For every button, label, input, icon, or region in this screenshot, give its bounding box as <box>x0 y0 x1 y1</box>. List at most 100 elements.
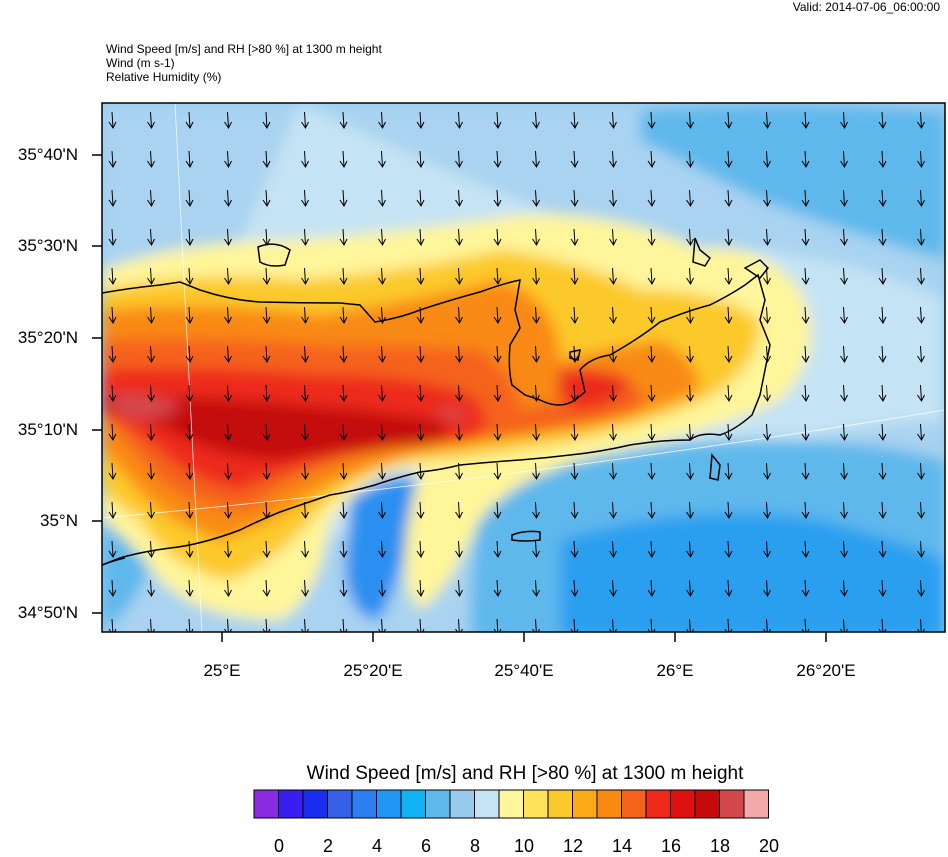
wind-arrow <box>108 306 117 324</box>
lat-label: 34°50'N <box>17 603 78 622</box>
wind-arrow <box>262 345 271 363</box>
wind-arrow <box>108 618 117 632</box>
wind-arrow <box>532 462 540 480</box>
wind-arrow <box>878 423 887 441</box>
wind-arrow <box>108 345 117 363</box>
wind-arrow <box>647 501 656 519</box>
wind-arrow <box>878 384 887 402</box>
wind-arrow <box>840 111 848 129</box>
wind-arrow <box>339 423 348 441</box>
wind-arrow <box>378 111 386 129</box>
wind-arrow <box>840 501 848 519</box>
wind-arrow <box>339 267 348 285</box>
wind-arrow <box>185 228 194 246</box>
wind-arrow <box>339 228 348 246</box>
wind-arrow <box>840 306 848 324</box>
wind-arrow <box>570 423 579 441</box>
wind-arrow <box>339 150 348 168</box>
lat-label: 35°40'N <box>17 145 78 164</box>
wind-arrow <box>917 267 925 285</box>
wind-arrow <box>339 540 348 558</box>
wind-arrow <box>570 618 579 632</box>
axis-ticks <box>92 154 827 642</box>
wind-arrow <box>840 618 848 632</box>
wind-arrow <box>301 579 309 597</box>
wind-arrow <box>301 501 309 519</box>
wind-arrow <box>609 618 617 632</box>
colorbar-swatch <box>572 789 598 819</box>
wind-arrow <box>801 462 810 480</box>
wind-arrow <box>224 501 232 519</box>
wind-arrow <box>147 150 155 168</box>
wind-arrow <box>532 267 540 285</box>
wind-arrow <box>647 189 656 207</box>
wind-arrow <box>570 345 579 363</box>
colorbar-swatch <box>694 789 720 819</box>
wind-arrow <box>185 618 194 632</box>
wind-arrow <box>185 462 194 480</box>
wind-arrow <box>647 384 656 402</box>
wind-arrow <box>108 228 117 246</box>
wind-arrow <box>917 111 925 129</box>
colorbar-label: 2 <box>322 836 333 856</box>
colorbar-swatch <box>425 789 451 819</box>
wind-arrow <box>185 384 194 402</box>
wind-arrow <box>647 111 656 129</box>
wind-arrow <box>378 462 386 480</box>
wind-arrow <box>686 150 694 168</box>
colorbar-label: 20 <box>758 836 780 856</box>
colorbar-swatch <box>376 789 402 819</box>
wind-arrow <box>224 111 232 129</box>
wind-arrow <box>416 423 425 441</box>
wind-arrow <box>108 267 117 285</box>
wind-arrow <box>647 462 656 480</box>
wind-arrow <box>763 384 771 402</box>
wind-arrow <box>378 579 386 597</box>
wind-arrow <box>301 267 309 285</box>
lon-label: 25°E <box>203 661 241 680</box>
wind-arrow <box>147 423 155 441</box>
wind-arrow <box>724 150 733 168</box>
wind-arrow <box>840 579 848 597</box>
wind-arrow <box>609 267 617 285</box>
wind-arrow <box>801 540 810 558</box>
colorbar-swatch <box>743 789 769 819</box>
wind-arrow <box>493 306 502 324</box>
wind-arrow <box>724 384 733 402</box>
wind-arrow <box>378 384 386 402</box>
wind-arrow <box>108 423 117 441</box>
lat-label: 35°30'N <box>17 236 78 255</box>
wind-arrow <box>185 579 194 597</box>
wind-arrow <box>609 111 617 129</box>
wind-arrow <box>532 423 540 441</box>
wind-arrow <box>378 501 386 519</box>
wind-arrow <box>878 111 887 129</box>
lon-label: 25°20'E <box>343 661 403 680</box>
wind-arrow <box>686 228 694 246</box>
wind-arrow <box>185 540 194 558</box>
wind-arrow <box>339 111 348 129</box>
wind-arrow <box>455 111 463 129</box>
wind-arrow <box>917 228 925 246</box>
wind-arrow <box>455 150 463 168</box>
wind-arrow <box>570 189 579 207</box>
colorbar-swatch <box>719 789 745 819</box>
wind-arrow <box>262 540 271 558</box>
wind-arrow <box>416 501 425 519</box>
wind-arrow <box>378 306 386 324</box>
wind-arrow <box>609 228 617 246</box>
wind-arrow <box>185 423 194 441</box>
wind-arrow <box>147 267 155 285</box>
wind-arrow <box>917 618 925 632</box>
wind-arrow <box>609 462 617 480</box>
colorbar-swatch <box>327 789 353 819</box>
wind-arrow <box>301 228 309 246</box>
wind-arrow <box>224 462 232 480</box>
wind-arrow <box>724 579 733 597</box>
wind-arrow <box>570 228 579 246</box>
wind-arrow <box>532 189 540 207</box>
wind-arrow <box>147 228 155 246</box>
wind-arrow <box>570 150 579 168</box>
wind-arrow <box>840 228 848 246</box>
wind-arrow <box>532 579 540 597</box>
